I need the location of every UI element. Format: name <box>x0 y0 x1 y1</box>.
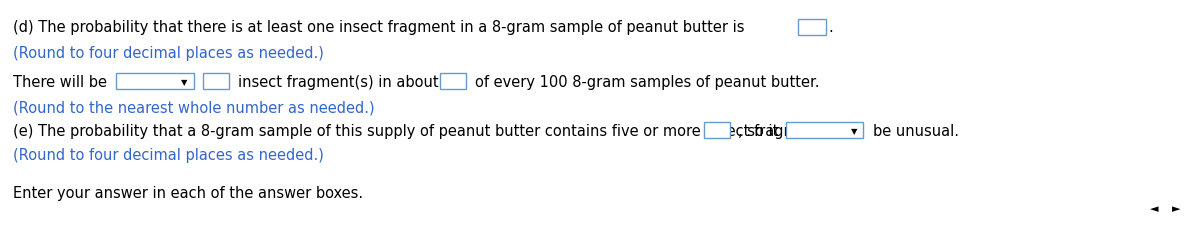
FancyBboxPatch shape <box>786 123 863 139</box>
Text: ►: ► <box>1171 203 1180 213</box>
Text: Enter your answer in each of the answer boxes.: Enter your answer in each of the answer … <box>13 185 364 200</box>
FancyBboxPatch shape <box>798 20 827 36</box>
Text: (Round to four decimal places as needed.): (Round to four decimal places as needed.… <box>13 46 324 61</box>
Text: ◄: ◄ <box>1150 203 1158 213</box>
Text: (d) The probability that there is at least one insect fragment in a 8-gram sampl: (d) The probability that there is at lea… <box>13 20 745 35</box>
Text: be unusual.: be unusual. <box>872 123 959 138</box>
Text: (Round to the nearest whole number as needed.): (Round to the nearest whole number as ne… <box>13 100 374 115</box>
Text: There will be: There will be <box>13 74 107 89</box>
Text: ▼: ▼ <box>181 77 188 86</box>
FancyBboxPatch shape <box>1140 198 1190 218</box>
Text: .: . <box>829 20 834 35</box>
Text: ▼: ▼ <box>851 126 857 135</box>
Text: (e) The probability that a 8-gram sample of this supply of peanut butter contain: (e) The probability that a 8-gram sample… <box>13 123 846 138</box>
Text: (Round to four decimal places as needed.): (Round to four decimal places as needed.… <box>13 148 324 163</box>
Circle shape <box>1144 188 1200 197</box>
FancyBboxPatch shape <box>704 123 731 139</box>
Text: , so it: , so it <box>738 123 778 138</box>
Text: insect fragment(s) in about: insect fragment(s) in about <box>239 74 439 89</box>
Text: of every 100 8-gram samples of peanut butter.: of every 100 8-gram samples of peanut bu… <box>475 74 820 89</box>
Text: ?: ? <box>1175 185 1183 199</box>
FancyBboxPatch shape <box>439 74 466 90</box>
FancyBboxPatch shape <box>203 74 229 90</box>
FancyBboxPatch shape <box>116 74 194 90</box>
